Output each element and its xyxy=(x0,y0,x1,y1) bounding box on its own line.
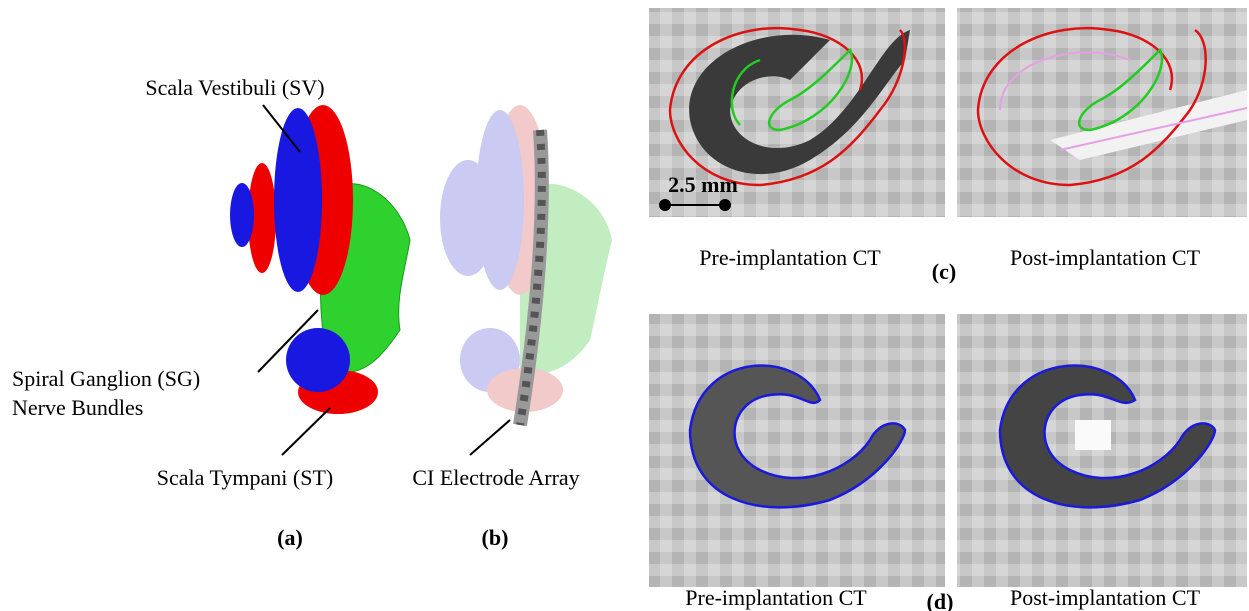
caption: Post-implantation CT xyxy=(1010,245,1201,270)
scale-bar-end xyxy=(719,199,731,211)
scale-bar-end xyxy=(659,199,671,211)
ct-image-post xyxy=(957,314,1247,587)
panel-label: (a) xyxy=(277,525,303,550)
ct-image-post xyxy=(957,8,1247,217)
annotation: CI Electrode Array xyxy=(412,465,579,490)
annotation: Scala Vestibuli (SV) xyxy=(145,75,324,100)
caption: Pre-implantation CT xyxy=(699,245,881,270)
annotation: Nerve Bundles xyxy=(12,395,143,420)
caption: Post-implantation CT xyxy=(1010,585,1201,610)
annotation: Scala Tympani (ST) xyxy=(157,465,333,490)
figure: Scala Vestibuli (SV) Spiral Ganglion (SG… xyxy=(0,0,1249,611)
anatomy-render xyxy=(230,105,410,414)
caption: Pre-implantation CT xyxy=(685,585,867,610)
scale-bar-label: 2.5 mm xyxy=(668,172,738,197)
panel-label: (d) xyxy=(927,589,954,611)
ct-image-pre xyxy=(649,314,945,587)
panel-label: (b) xyxy=(482,525,509,550)
panel-label: (c) xyxy=(932,259,956,284)
annotation: Spiral Ganglion (SG) xyxy=(12,366,200,391)
leader-line xyxy=(282,408,330,455)
leader-line xyxy=(470,420,510,455)
